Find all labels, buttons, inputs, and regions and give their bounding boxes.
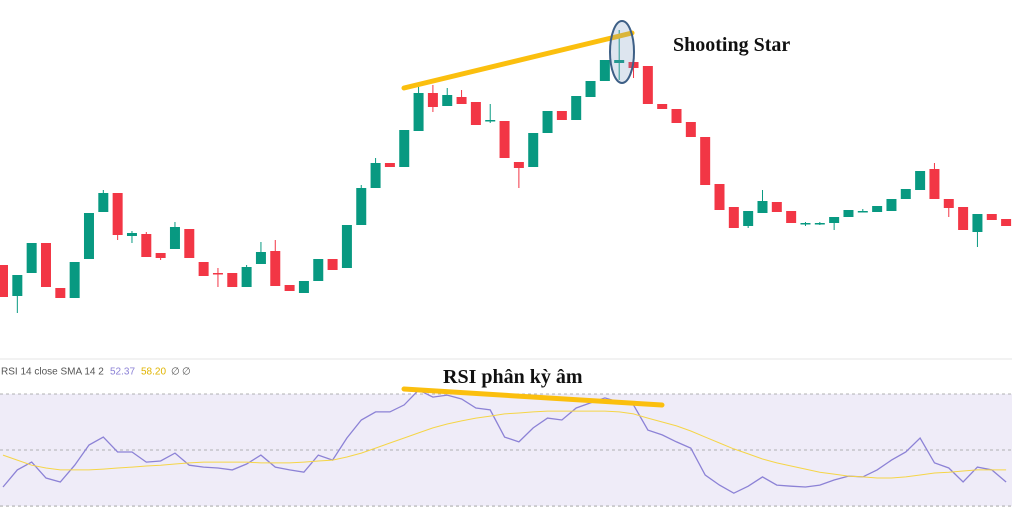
candle-body xyxy=(843,210,854,217)
candle-body xyxy=(0,265,8,297)
legend-value: 52.37 xyxy=(110,367,135,378)
indicator-title: RSI 14 close SMA 14 2 xyxy=(1,367,104,378)
candle-body xyxy=(98,193,109,212)
series-line xyxy=(2,389,1007,494)
annotation: Shooting Star xyxy=(673,34,790,56)
candle-body xyxy=(800,223,811,225)
candle-body xyxy=(40,243,51,287)
candle-body xyxy=(671,109,682,123)
candle-body xyxy=(872,206,883,212)
candle-body xyxy=(485,120,496,122)
candle-body xyxy=(943,199,954,208)
candle-body xyxy=(542,111,553,133)
candle-body xyxy=(255,252,266,264)
candle-body xyxy=(685,122,696,137)
candle-body xyxy=(585,81,596,97)
candle-body xyxy=(757,201,768,213)
legend-value: ∅ xyxy=(171,367,180,378)
trend-line xyxy=(401,30,635,91)
candle-body xyxy=(212,273,223,275)
candle-body xyxy=(227,273,238,287)
candle-body xyxy=(528,133,539,167)
candle-body xyxy=(614,60,625,63)
candle-body xyxy=(413,93,424,131)
candle-body xyxy=(327,259,338,270)
candle-body xyxy=(571,96,582,120)
candle-body xyxy=(456,97,467,104)
legend-value: 58.20 xyxy=(141,367,166,378)
candle-body xyxy=(384,163,395,167)
candle-body xyxy=(743,211,754,226)
candle-body xyxy=(141,234,152,257)
candle-body xyxy=(728,207,739,228)
candle-body xyxy=(771,202,782,212)
candle-body xyxy=(26,243,37,273)
candle-body xyxy=(341,225,352,268)
candle-body xyxy=(929,169,940,199)
candle-body xyxy=(370,163,381,188)
price-pane xyxy=(0,30,1012,313)
candle-body xyxy=(184,229,195,258)
candle-body xyxy=(298,281,309,293)
candle-body xyxy=(786,211,797,223)
candle-body xyxy=(126,233,137,236)
candle-body xyxy=(829,217,840,223)
series-line xyxy=(2,410,1007,479)
candle-body xyxy=(69,262,80,298)
candle-body xyxy=(356,188,367,225)
rsi-pane xyxy=(0,389,1012,507)
candle-body xyxy=(399,130,410,167)
candle-body xyxy=(700,137,711,185)
candle-body xyxy=(986,214,997,220)
candle-body xyxy=(12,275,23,296)
candle-body xyxy=(313,259,324,281)
candle-body xyxy=(470,102,481,125)
candle-body xyxy=(915,171,926,190)
candle-body xyxy=(556,111,567,120)
candle-body xyxy=(900,189,911,199)
divergence-line xyxy=(401,386,665,408)
candle-body xyxy=(112,193,123,235)
candle-body xyxy=(814,223,825,225)
candle-body xyxy=(270,251,281,286)
candle-body xyxy=(1001,219,1012,226)
candle-body xyxy=(241,267,252,287)
candle-body xyxy=(55,288,66,298)
candle-body xyxy=(284,285,295,291)
legend-value: ∅ xyxy=(182,367,191,378)
candle-body xyxy=(442,95,453,106)
candle-body xyxy=(155,253,166,258)
candle-body xyxy=(886,199,897,211)
candle-body xyxy=(499,121,510,158)
candle-body xyxy=(972,214,983,232)
candle-body xyxy=(198,262,209,276)
candle-body xyxy=(599,60,610,81)
highlight-ellipse xyxy=(609,20,635,84)
candle-body xyxy=(513,162,524,168)
candle-body xyxy=(642,66,653,104)
candle-body xyxy=(958,207,969,230)
annotation: RSI phân kỳ âm xyxy=(443,366,583,388)
candle-body xyxy=(657,104,668,109)
candle-body xyxy=(427,93,438,107)
candle-body xyxy=(714,184,725,210)
candle-body xyxy=(169,227,180,249)
candle-body xyxy=(857,211,868,213)
candle-body xyxy=(83,213,94,259)
